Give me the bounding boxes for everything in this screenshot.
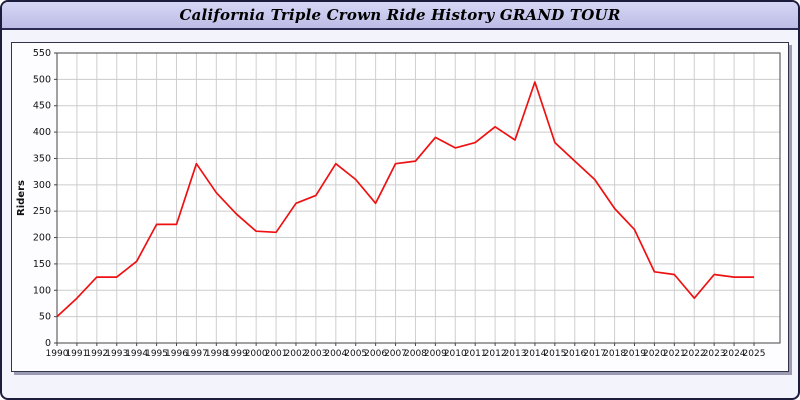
svg-text:300: 300 [33,180,51,191]
svg-text:2003: 2003 [304,349,327,359]
svg-text:150: 150 [33,259,51,270]
svg-text:2007: 2007 [384,349,407,359]
svg-text:2020: 2020 [643,349,666,359]
svg-text:2010: 2010 [444,349,467,359]
svg-text:1999: 1999 [225,349,248,359]
ride-history-line-chart: 1990199119921993199419951996199719981999… [16,48,781,359]
svg-text:2001: 2001 [265,349,288,359]
svg-text:2016: 2016 [563,349,586,359]
svg-text:1993: 1993 [105,349,128,359]
svg-text:2000: 2000 [245,349,268,359]
svg-text:2024: 2024 [723,349,746,359]
svg-text:1997: 1997 [185,349,208,359]
svg-text:1995: 1995 [145,349,168,359]
svg-text:550: 550 [33,48,51,59]
svg-text:2006: 2006 [364,349,387,359]
svg-text:2008: 2008 [404,349,427,359]
svg-text:Riders: Riders [16,180,27,216]
svg-text:1998: 1998 [205,349,228,359]
svg-text:2015: 2015 [543,349,566,359]
svg-text:2017: 2017 [583,349,606,359]
svg-text:1990: 1990 [46,349,69,359]
window-titlebar: California Triple Crown Ride History GRA… [2,2,798,30]
svg-text:500: 500 [33,74,51,85]
svg-text:2019: 2019 [623,349,646,359]
window-title: California Triple Crown Ride History GRA… [179,6,621,24]
chart-panel: 1990 1991 1992 1993 1994 1995 1996 1997 1998 1999… [11,42,789,372]
svg-text:2014: 2014 [523,349,546,359]
svg-text:2013: 2013 [504,349,527,359]
svg-text:1992: 1992 [85,349,108,359]
svg-text:1994: 1994 [125,349,148,359]
svg-text:1996: 1996 [165,349,188,359]
svg-text:2005: 2005 [344,349,367,359]
svg-text:2021: 2021 [663,349,686,359]
svg-text:0: 0 [45,338,51,349]
svg-text:400: 400 [33,127,51,138]
svg-text:2022: 2022 [683,349,706,359]
svg-text:100: 100 [33,285,51,296]
svg-text:2002: 2002 [285,349,308,359]
svg-text:2018: 2018 [603,349,626,359]
svg-text:2011: 2011 [464,349,487,359]
svg-text:2004: 2004 [324,349,347,359]
svg-text:2012: 2012 [484,349,507,359]
svg-text:450: 450 [33,101,51,112]
svg-text:1991: 1991 [65,349,88,359]
svg-text:2009: 2009 [424,349,447,359]
svg-text:250: 250 [33,206,51,217]
svg-text:2025: 2025 [743,349,766,359]
svg-text:50: 50 [39,312,51,323]
svg-text:2023: 2023 [703,349,726,359]
svg-text:350: 350 [33,153,51,164]
svg-text:200: 200 [33,233,51,244]
window-body: 1990 1991 1992 1993 1994 1995 1996 1997 1998 1999… [2,30,798,398]
